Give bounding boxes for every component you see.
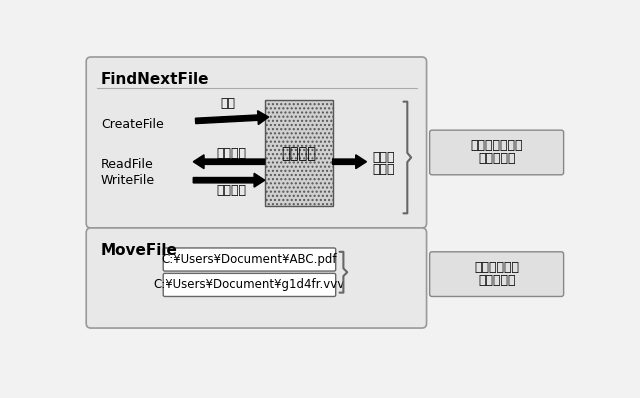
- Text: ファイル内容の: ファイル内容の: [470, 139, 523, 152]
- FancyArrow shape: [333, 155, 367, 169]
- FancyBboxPatch shape: [163, 248, 336, 271]
- Text: CreateFile: CreateFile: [101, 118, 164, 131]
- Text: ファイル: ファイル: [281, 146, 316, 161]
- FancyBboxPatch shape: [86, 57, 427, 228]
- Text: MoveFile: MoveFile: [101, 243, 178, 258]
- Text: ReadFile: ReadFile: [101, 158, 154, 171]
- FancyBboxPatch shape: [429, 130, 564, 175]
- Text: C:¥Users¥Document¥g1d4fr.vvv: C:¥Users¥Document¥g1d4fr.vvv: [154, 279, 345, 291]
- Text: WriteFile: WriteFile: [101, 174, 155, 187]
- Text: 開く: 開く: [220, 98, 236, 111]
- Bar: [265, 100, 333, 207]
- Text: 暗号化処理: 暗号化処理: [478, 274, 515, 287]
- Text: 読み込み: 読み込み: [217, 147, 247, 160]
- FancyBboxPatch shape: [86, 228, 427, 328]
- FancyArrow shape: [193, 155, 265, 169]
- Text: が変化: が変化: [372, 163, 395, 176]
- FancyBboxPatch shape: [429, 252, 564, 297]
- Text: 書き込み: 書き込み: [217, 184, 247, 197]
- Text: 暗号化処理: 暗号化処理: [478, 152, 515, 165]
- FancyArrow shape: [195, 111, 269, 125]
- Text: ファイル名の: ファイル名の: [474, 261, 519, 274]
- Text: FindNextFile: FindNextFile: [101, 72, 209, 88]
- FancyBboxPatch shape: [163, 273, 336, 297]
- Text: C:¥Users¥Document¥ABC.pdf: C:¥Users¥Document¥ABC.pdf: [162, 253, 337, 266]
- Text: ヘッだ: ヘッだ: [372, 150, 395, 164]
- FancyArrow shape: [193, 173, 265, 187]
